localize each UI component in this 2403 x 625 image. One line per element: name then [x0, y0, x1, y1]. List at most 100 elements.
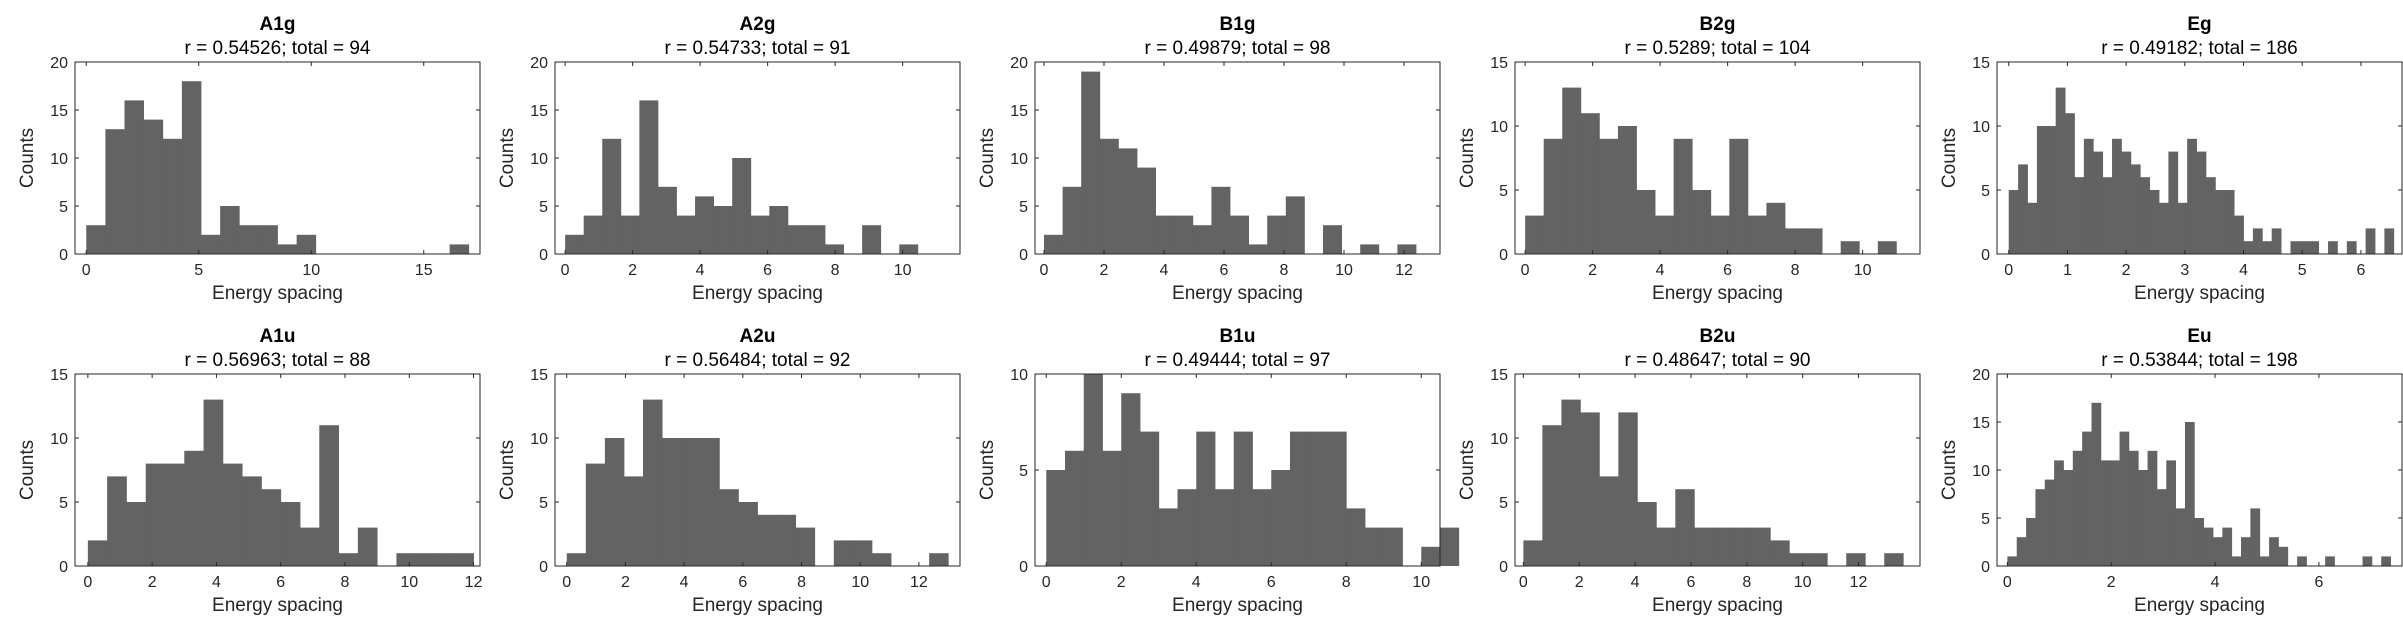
x-tick-label: 8: [1342, 574, 1351, 591]
y-tick-label: 10: [1972, 463, 1990, 480]
subplot-A1g: 0 5 10 15 0 5 10 15 20 A1g r = 0.54526; total = 94…: [17, 14, 481, 304]
x-tick-label: 6: [1220, 262, 1229, 279]
subplot-subtitle: r = 0.56963; total = 88: [185, 350, 371, 371]
x-tick-label: 8: [341, 574, 350, 591]
histogram-bar: [201, 234, 221, 254]
histogram-bar: [1636, 190, 1656, 254]
y-axis-label: Counts: [1457, 440, 1478, 500]
x-tick-label: 4: [2239, 262, 2248, 279]
histogram-bar: [2147, 450, 2158, 566]
subplot-title: B1u: [1220, 326, 1256, 347]
histogram-bar: [357, 527, 378, 566]
histogram-bar: [1118, 148, 1138, 254]
subplot-subtitle: r = 0.54526; total = 94: [185, 38, 371, 59]
histogram-bar: [713, 206, 733, 254]
histogram-bar: [1523, 540, 1543, 566]
histogram-bar: [2231, 556, 2242, 566]
histogram-bar: [319, 425, 339, 566]
histogram-bar: [1580, 412, 1600, 566]
histogram-bar: [2224, 190, 2235, 254]
histogram-bar: [1308, 431, 1328, 566]
histogram-bar: [732, 158, 752, 254]
subplot-B2g: 0 2 4 6 8 10 0 5 10 15 B2g r = 0.5289; total = 104 E…: [1457, 14, 1921, 304]
histogram-bar: [1840, 241, 1860, 254]
histogram-bar: [1713, 527, 1733, 566]
histogram-bar: [1044, 234, 1063, 254]
histogram-bar: [2234, 215, 2244, 254]
histogram-bar: [1137, 167, 1156, 254]
y-tick-label: 0: [59, 559, 68, 576]
histogram-bar: [2222, 527, 2233, 566]
histogram-bar: [2241, 537, 2251, 566]
histogram-bar: [1290, 431, 1310, 566]
histogram-bar: [639, 100, 659, 255]
histogram-bar: [2128, 450, 2139, 566]
x-tick-label: 0: [561, 262, 570, 279]
x-tick-label: 0: [1521, 262, 1530, 279]
histogram-bar: [2093, 151, 2104, 254]
x-tick-label: 2: [2122, 262, 2131, 279]
histogram-bar: [2074, 177, 2085, 254]
y-tick-label: 0: [539, 559, 548, 576]
histogram-bar: [1562, 87, 1582, 254]
x-tick-label: 0: [2003, 574, 2012, 591]
x-tick-label: 4: [680, 574, 689, 591]
histogram-bar: [2381, 556, 2391, 566]
histogram-bar: [2384, 228, 2395, 254]
subplot-title: B1g: [1220, 14, 1256, 35]
x-axis-label: Energy spacing: [1172, 283, 1303, 304]
x-tick-label: 6: [276, 574, 285, 591]
histogram-bar: [2259, 556, 2270, 566]
histogram-bar: [929, 553, 949, 566]
y-tick-label: 10: [1972, 119, 1990, 136]
x-tick-label: 12: [1395, 262, 1413, 279]
histogram-bar: [2184, 422, 2195, 566]
histogram-bar: [184, 450, 204, 566]
histogram-bar: [787, 225, 807, 254]
histogram-bar: [566, 553, 587, 566]
histogram-bar: [2297, 556, 2307, 566]
histogram-bar: [124, 100, 145, 255]
histogram-bar: [1081, 71, 1101, 254]
histogram-bar: [2063, 470, 2074, 566]
subplot-subtitle: r = 0.5289; total = 104: [1625, 38, 1811, 59]
y-tick-label: 10: [1490, 431, 1508, 448]
histogram-bar: [300, 527, 320, 566]
histogram-bar: [1158, 508, 1178, 566]
x-tick-label: 8: [831, 262, 840, 279]
histogram-bar: [1155, 215, 1175, 254]
y-tick-label: 0: [1981, 247, 1990, 264]
histogram-bar: [1271, 470, 1291, 566]
histogram-bar: [239, 225, 259, 254]
histogram-bar: [1770, 540, 1790, 566]
histogram-bar: [825, 244, 844, 254]
y-tick-label: 10: [50, 431, 68, 448]
histogram-bar: [2213, 537, 2223, 566]
histogram-bar: [296, 234, 317, 254]
histogram-bar: [2177, 202, 2188, 254]
y-tick-label: 0: [539, 247, 548, 264]
y-tick-label: 20: [530, 55, 548, 72]
y-axis-label: Counts: [17, 440, 38, 500]
histogram-bar: [2091, 402, 2102, 566]
histogram-bar: [1440, 527, 1460, 566]
histogram-bar: [2346, 241, 2357, 254]
histogram-bar: [2215, 190, 2226, 254]
y-tick-label: 10: [530, 151, 548, 168]
x-tick-label: 10: [1854, 262, 1872, 279]
histogram-bar: [261, 489, 282, 566]
y-tick-label: 15: [1972, 415, 1990, 432]
y-tick-label: 5: [539, 199, 548, 216]
histogram-bar: [1192, 225, 1212, 254]
subplot-subtitle: r = 0.48647; total = 90: [1625, 350, 1811, 371]
y-tick-label: 0: [1981, 559, 1990, 576]
histogram-bar: [2325, 556, 2335, 566]
histogram-bar: [1525, 215, 1545, 254]
histogram-bar: [2027, 202, 2038, 254]
histogram-bar: [1323, 225, 1342, 254]
y-tick-label: 0: [1499, 247, 1508, 264]
histogram-bar: [143, 119, 164, 254]
histogram-bar: [396, 553, 417, 566]
histogram-bar: [871, 553, 892, 566]
histogram-bar: [2252, 228, 2263, 254]
